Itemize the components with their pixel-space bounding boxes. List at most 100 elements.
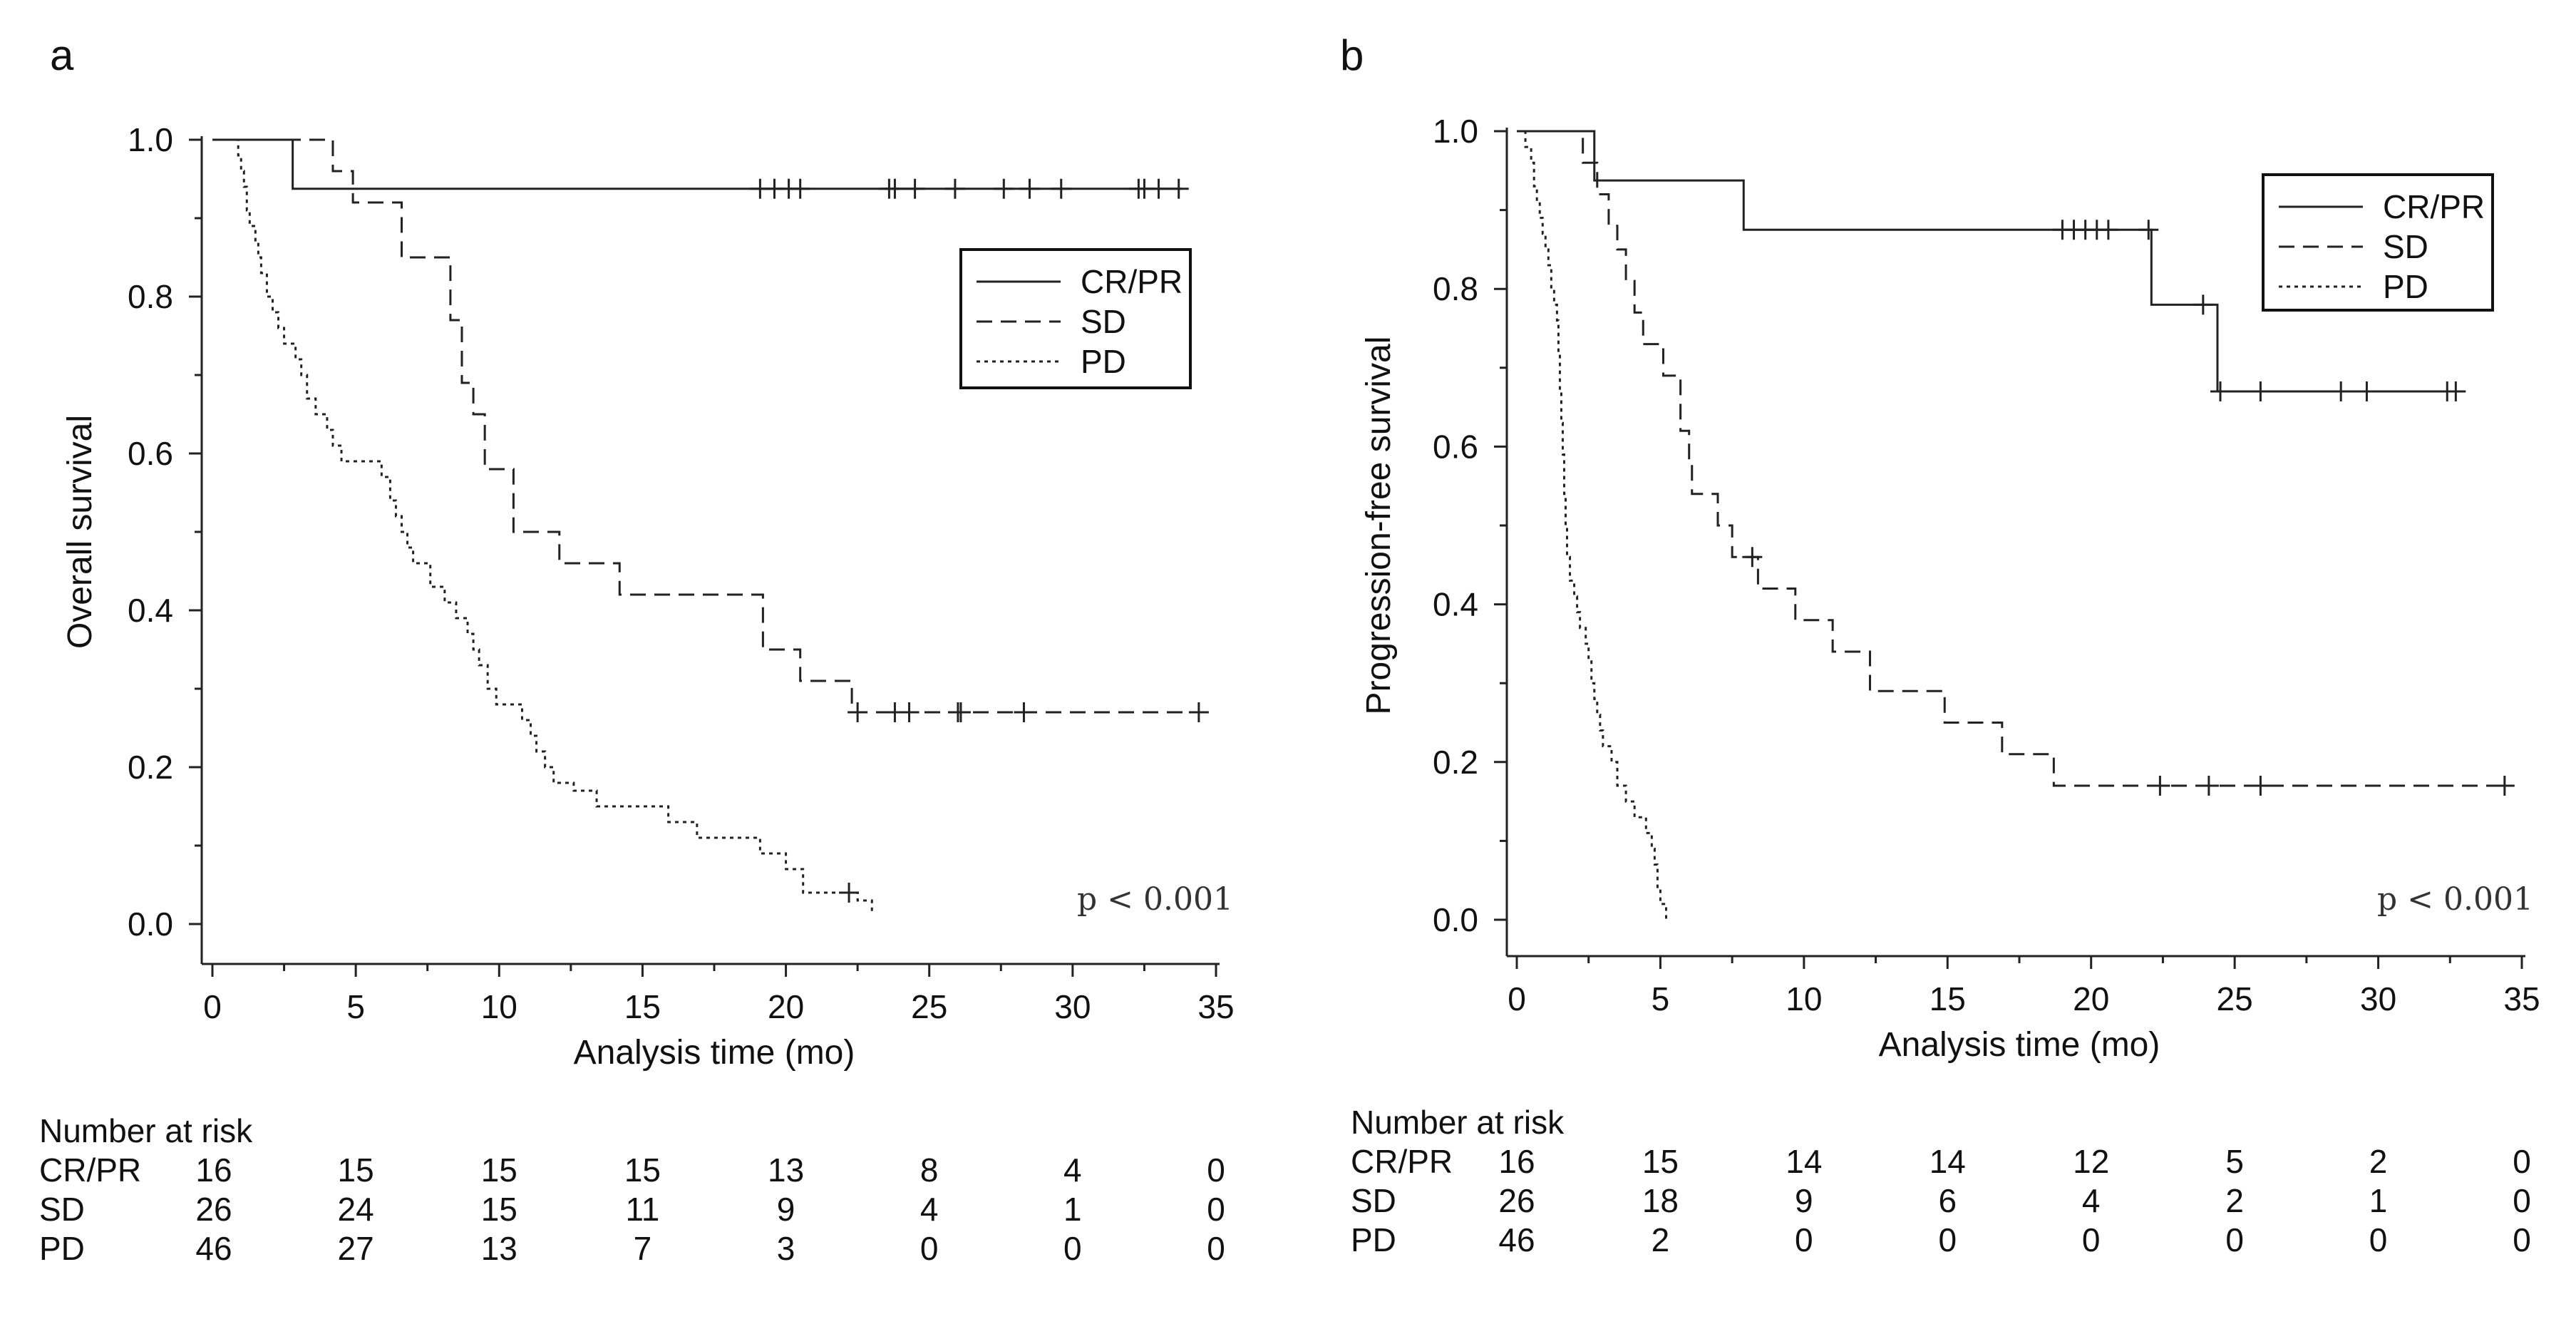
risk-value: 1 (1063, 1191, 1082, 1228)
risk-value: 26 (195, 1191, 232, 1228)
risk-value: 8 (920, 1151, 939, 1189)
x-tick-label: 15 (1930, 980, 1966, 1017)
risk-row-label: SD (39, 1191, 85, 1228)
km-curve-pd (1517, 130, 1667, 920)
risk-row-label: PD (39, 1230, 85, 1267)
risk-value: 5 (2225, 1143, 2244, 1180)
legend-box (959, 248, 1192, 389)
risk-value: 26 (1498, 1182, 1535, 1219)
x-tick-label: 5 (346, 988, 365, 1025)
panel-label: b (1340, 31, 1364, 79)
legend-label: PD (1081, 343, 1126, 380)
panel-label: a (50, 31, 74, 79)
risk-value: 0 (920, 1230, 939, 1267)
km-curve-cr-pr (212, 138, 1182, 190)
risk-value: 3 (777, 1230, 795, 1267)
y-tick-label: 1.0 (128, 121, 173, 158)
risk-value: 4 (920, 1191, 939, 1228)
risk-value: 7 (634, 1230, 652, 1267)
x-tick-label: 10 (481, 988, 517, 1025)
legend-label: SD (2383, 228, 2428, 265)
risk-value: 2 (2225, 1182, 2244, 1219)
y-tick-label: 0.6 (128, 435, 173, 472)
legend-label: PD (2383, 268, 2428, 305)
x-axis-title: Analysis time (mo) (1879, 1026, 2160, 1064)
risk-row-label: CR/PR (1351, 1143, 1453, 1180)
y-tick-label: 0.4 (1433, 586, 1478, 623)
x-tick-label: 15 (624, 988, 661, 1025)
risk-value: 0 (2082, 1221, 2101, 1258)
risk-value: 13 (768, 1151, 804, 1189)
x-tick-label: 0 (1508, 980, 1526, 1017)
y-tick-label: 0.4 (128, 592, 173, 629)
risk-value: 12 (2073, 1143, 2109, 1180)
risk-value: 13 (481, 1230, 517, 1267)
risk-value: 0 (2369, 1221, 2388, 1258)
x-tick-label: 35 (1197, 988, 1234, 1025)
risk-value: 0 (2513, 1221, 2531, 1258)
risk-row-label: PD (1351, 1221, 1396, 1258)
km-curve-sd (212, 138, 1199, 714)
x-tick-label: 35 (2503, 980, 2540, 1017)
y-tick-label: 0.8 (1433, 270, 1478, 307)
y-axis-title: Progression-free survival (1360, 337, 1398, 715)
chart-panel-b: b0 5 10 15 20 25 30 350.00.20.40.60.81.0Analysi… (1340, 31, 2540, 1258)
risk-value: 4 (2082, 1182, 2101, 1219)
km-curve-pd (212, 138, 873, 913)
risk-value: 9 (1795, 1182, 1813, 1219)
legend-box (2262, 173, 2494, 312)
risk-row-label: CR/PR (39, 1151, 141, 1189)
risk-value: 14 (1930, 1143, 1966, 1180)
risk-row-label: SD (1351, 1182, 1396, 1219)
risk-value: 16 (1498, 1143, 1535, 1180)
y-tick-label: 0.2 (128, 749, 173, 786)
risk-value: 0 (1938, 1221, 1957, 1258)
risk-value: 4 (1063, 1151, 1082, 1189)
x-tick-label: 30 (1054, 988, 1091, 1025)
risk-value: 9 (777, 1191, 795, 1228)
risk-value: 0 (2513, 1182, 2531, 1219)
y-tick-label: 0.8 (128, 278, 173, 315)
x-tick-label: 20 (2073, 980, 2109, 1017)
risk-table-title: Number at risk (1351, 1104, 1565, 1141)
x-tick-label: 25 (2217, 980, 2253, 1017)
risk-value: 11 (626, 1191, 660, 1228)
y-tick-label: 0.0 (1433, 901, 1478, 938)
x-tick-label: 25 (911, 988, 947, 1025)
risk-value: 2 (2369, 1143, 2388, 1180)
legend-label: SD (1081, 303, 1126, 340)
risk-value: 0 (1795, 1221, 1813, 1258)
x-tick-label: 20 (768, 988, 804, 1025)
risk-value: 24 (338, 1191, 374, 1228)
chart-panel-a: a0 5 10 15 20 25 30 350.00.20.40.60.81.0Analysi… (39, 31, 1235, 1267)
risk-value: 0 (2513, 1143, 2531, 1180)
legend-label: CR/PR (2383, 188, 2485, 225)
y-tick-label: 0.0 (128, 905, 173, 943)
risk-value: 15 (338, 1151, 374, 1189)
risk-value: 15 (1642, 1143, 1679, 1180)
risk-value: 14 (1786, 1143, 1822, 1180)
risk-value: 0 (1207, 1151, 1225, 1189)
risk-value: 16 (195, 1151, 232, 1189)
legend-label: CR/PR (1081, 263, 1183, 300)
risk-value: 15 (481, 1151, 517, 1189)
x-tick-label: 30 (2360, 980, 2396, 1017)
risk-value: 18 (1642, 1182, 1679, 1219)
x-axis-title: Analysis time (mo) (574, 1034, 855, 1072)
x-tick-label: 0 (203, 988, 222, 1025)
x-tick-label: 10 (1786, 980, 1822, 1017)
risk-value: 6 (1938, 1182, 1957, 1219)
risk-value: 0 (1063, 1230, 1082, 1267)
risk-value: 0 (2225, 1221, 2244, 1258)
risk-value: 0 (1207, 1230, 1225, 1267)
risk-value: 15 (481, 1191, 517, 1228)
y-axis-title: Overall survival (61, 415, 99, 649)
risk-value: 27 (338, 1230, 374, 1267)
km-curve-sd (1517, 130, 2508, 787)
risk-value: 0 (1207, 1191, 1225, 1228)
risk-value: 2 (1652, 1221, 1670, 1258)
km-curve-cr-pr (1517, 130, 2459, 393)
p-value-annotation: p < 0.001 (2377, 881, 2533, 918)
